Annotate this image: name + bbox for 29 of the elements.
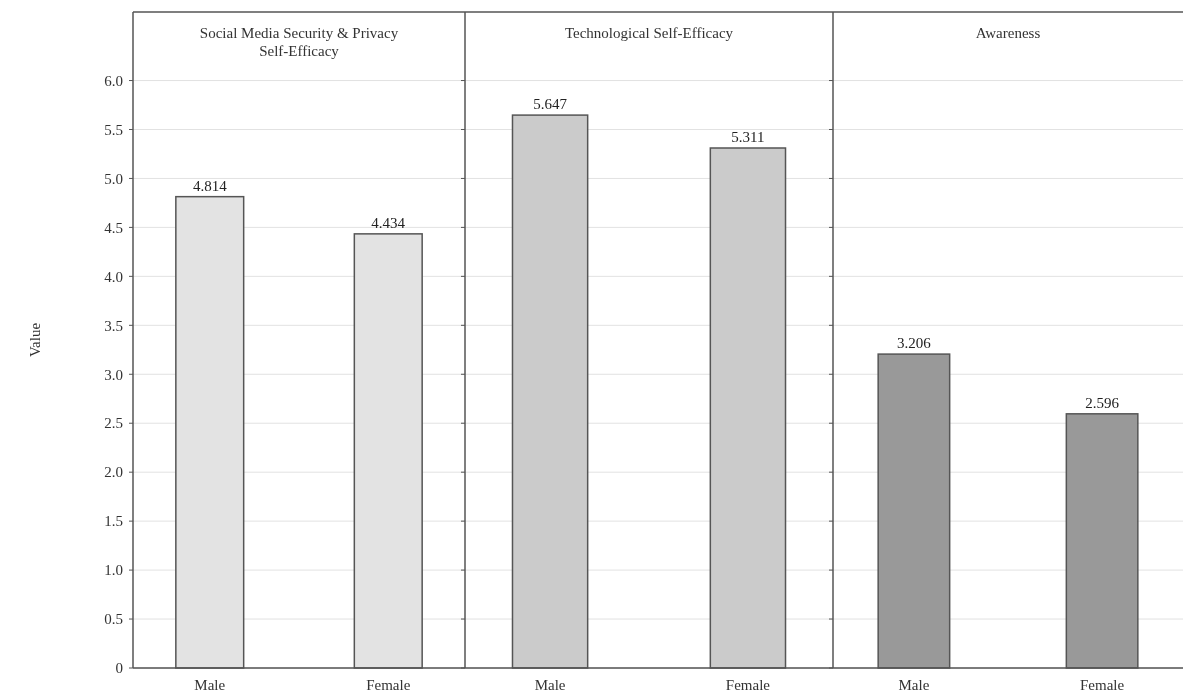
data-label: 5.311 — [731, 129, 765, 145]
text: Technological Self-Efficacy — [564, 25, 734, 41]
data-label: 4.814 — [192, 177, 228, 194]
y-tick-label: 1.5 — [104, 513, 123, 530]
y-axis-title: Value — [27, 322, 43, 358]
y-tick-label: 2.5 — [104, 415, 123, 432]
data-label: 2.596 — [1085, 394, 1120, 411]
y-tick-label: 4.0 — [104, 268, 123, 285]
x-tick-label: Female — [366, 677, 411, 693]
x-tick-label: Female — [725, 677, 771, 693]
y-tick-label: 1.0 — [104, 562, 123, 579]
y-tick-label: 3.0 — [104, 366, 123, 383]
x-tick-label: Female — [1080, 677, 1125, 693]
y-tick-label: 6.0 — [104, 72, 123, 89]
y-tick-label: 4.5 — [104, 219, 123, 236]
y-tick-label: 0 — [115, 660, 123, 677]
y-tick-label: 2.0 — [104, 464, 123, 481]
y-tick-label: 0.5 — [104, 611, 123, 628]
data-label: 4.434 — [371, 214, 406, 231]
x-tick-label: Male — [534, 677, 566, 693]
y-tick-label: 5.0 — [104, 170, 123, 187]
x-tick-label: Male — [898, 677, 930, 693]
data-label: 5.647 — [533, 96, 568, 113]
text: Awareness — [975, 25, 1041, 41]
data-label: 3.206 — [897, 335, 932, 352]
text: Social Media Security & Privacy Self-Efficacy — [199, 25, 399, 59]
y-tick-label: 5.5 — [104, 121, 123, 138]
x-tick-label: Male — [194, 677, 226, 693]
y-tick-label: 3.5 — [104, 317, 123, 334]
